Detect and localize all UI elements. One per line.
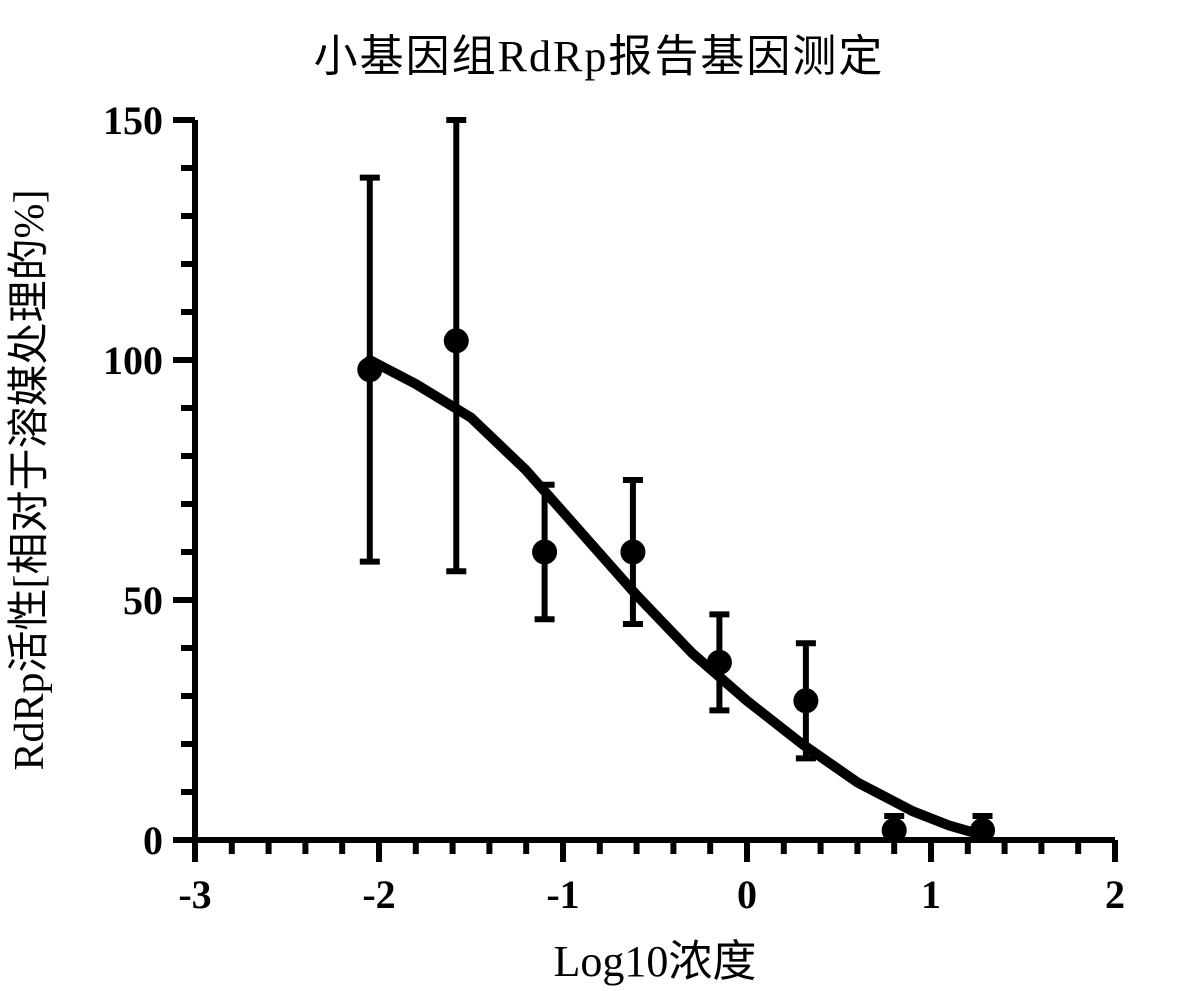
fit-curve <box>370 360 983 835</box>
x-tick-label: -1 <box>546 872 579 917</box>
x-tick-label: 2 <box>1105 872 1125 917</box>
chart-root: 小基因组RdRp报告基因测定 RdRp活性[相对于溶媒处理的%] Log10浓度… <box>0 0 1198 991</box>
data-point <box>444 329 468 353</box>
x-tick-label: -2 <box>362 872 395 917</box>
x-tick-label: 0 <box>737 872 757 917</box>
data-point <box>621 540 645 564</box>
data-point <box>707 650 731 674</box>
data-point <box>358 358 382 382</box>
x-tick-label: 1 <box>921 872 941 917</box>
data-point <box>533 540 557 564</box>
data-point <box>794 689 818 713</box>
x-tick-label: -3 <box>178 872 211 917</box>
y-tick-label: 150 <box>103 98 163 143</box>
plot-area: -3 -2 -1 0 1 2 0 50 100 150 <box>0 0 1198 991</box>
data-point <box>971 818 995 842</box>
y-tick-label: 100 <box>103 338 163 383</box>
y-tick-label: 0 <box>143 818 163 863</box>
data-point <box>882 818 906 842</box>
y-tick-label: 50 <box>123 578 163 623</box>
